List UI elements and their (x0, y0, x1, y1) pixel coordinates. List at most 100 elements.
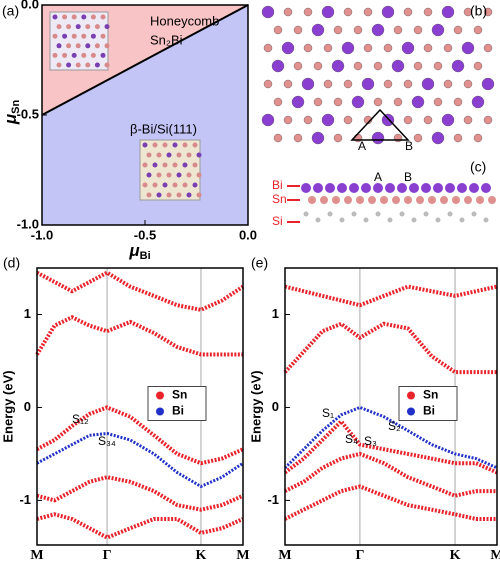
annotation: S₁₂ (72, 412, 89, 426)
atom (404, 196, 412, 204)
inset-atom (66, 43, 72, 49)
atom (471, 95, 485, 109)
atom (391, 59, 405, 73)
annotation: S₄ (345, 432, 358, 446)
atom (381, 113, 395, 127)
atom (483, 43, 493, 53)
y-tick-label: -1 (19, 492, 31, 507)
atom (423, 7, 433, 17)
atom (263, 43, 273, 53)
inset-atom (104, 62, 110, 68)
site-label: B (404, 170, 412, 184)
inset-atom (94, 43, 100, 49)
inset-atom (56, 62, 62, 68)
atom (413, 61, 423, 71)
atom (401, 41, 415, 55)
inset-atom (192, 182, 198, 188)
y-axis-label: Energy (eV) (0, 370, 15, 442)
atom (403, 7, 413, 17)
legend-label: Sn (172, 388, 187, 402)
band (36, 405, 244, 466)
inset-atom (142, 162, 148, 168)
band (283, 405, 498, 470)
atom (445, 183, 455, 193)
atom (409, 183, 419, 193)
band (284, 451, 497, 498)
atom (393, 133, 403, 143)
atom (471, 211, 477, 217)
inset-atom (162, 162, 168, 168)
y-tick-label: 0.0 (21, 0, 39, 11)
inset-atom (182, 162, 188, 168)
x-tick-label: K (450, 548, 461, 563)
atom (333, 25, 343, 35)
inset-atom (166, 152, 172, 158)
inset-atom (152, 142, 158, 148)
atom (301, 183, 311, 193)
atom (383, 43, 393, 53)
atom (332, 196, 340, 204)
frame (36, 267, 244, 546)
y-axis-label: μSn (1, 100, 21, 126)
atom (380, 196, 388, 204)
atom (273, 25, 283, 35)
atom (339, 217, 345, 223)
atom (413, 133, 423, 143)
atom (473, 133, 483, 143)
inset-atom (176, 152, 182, 158)
x-tick-label: Γ (103, 548, 112, 563)
atom (461, 41, 475, 55)
atom (371, 23, 385, 37)
inset-atom (146, 192, 152, 198)
atom (411, 95, 425, 109)
atom (452, 196, 460, 204)
inset-atom (156, 152, 162, 158)
atom (375, 211, 381, 217)
inset-atom (142, 182, 148, 188)
atom (353, 25, 363, 35)
atom (261, 113, 275, 127)
site-label: B (405, 139, 413, 153)
layer-label: Sn (272, 192, 287, 206)
atom (353, 61, 363, 71)
atom (351, 95, 365, 109)
atom (423, 211, 429, 217)
inset-atom (52, 33, 58, 39)
atom (399, 211, 405, 217)
atom (393, 25, 403, 35)
atom (271, 59, 285, 73)
atom (303, 115, 313, 125)
atom (301, 77, 315, 91)
atom (321, 113, 335, 127)
atom (423, 43, 433, 53)
inset-atom (172, 162, 178, 168)
atom (473, 61, 483, 71)
y-tick-label: 1 (24, 306, 31, 321)
atom (464, 196, 472, 204)
inset-atom (75, 24, 81, 30)
inset-atom (196, 192, 202, 198)
x-tick-label: M (278, 548, 291, 563)
atom (373, 61, 383, 71)
atom (343, 79, 353, 89)
atom (361, 77, 375, 91)
panel-label: (a) (2, 3, 19, 19)
inset-atom (85, 43, 91, 49)
inset-atom (152, 162, 158, 168)
x-tick-label: -1.0 (31, 227, 53, 242)
atom (341, 41, 355, 55)
inset-atom (81, 14, 87, 20)
annotation: S₁ (322, 406, 334, 420)
atom (411, 217, 417, 223)
band (36, 270, 245, 312)
legend-marker (407, 391, 415, 400)
atom (313, 183, 323, 193)
atom (303, 43, 313, 53)
inset-atom (166, 172, 172, 178)
inset-structure (139, 139, 201, 201)
atom (463, 115, 473, 125)
atom (483, 217, 489, 223)
atom (441, 5, 455, 19)
atom (459, 217, 465, 223)
